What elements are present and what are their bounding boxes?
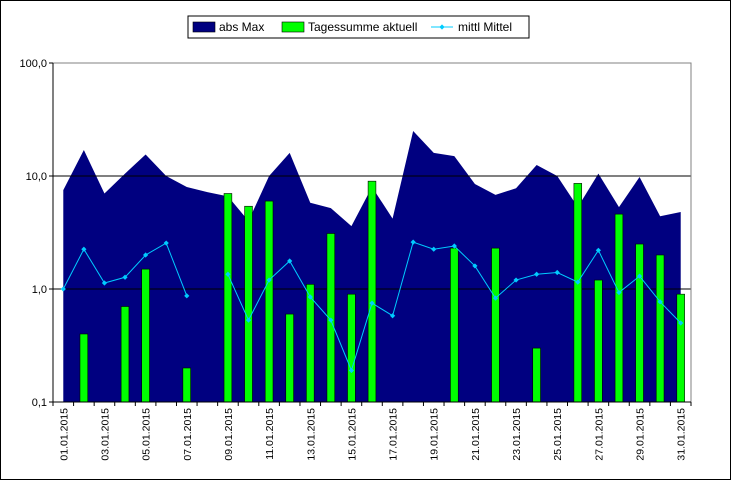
point-mittl-mittel: [287, 258, 293, 264]
point-mittl-mittel: [492, 295, 499, 301]
point-mittl-mittel: [472, 263, 478, 269]
point-mittl-mittel: [657, 299, 663, 305]
legend-swatch: [281, 21, 305, 33]
point-mittl-mittel: [554, 269, 560, 276]
point-mittl-mittel: [431, 246, 437, 252]
bar-tagessumme: [264, 200, 274, 403]
point-mittl-mittel: [348, 367, 355, 374]
bar-tagessumme: [79, 333, 89, 403]
point-mittl-mittel: [101, 280, 108, 286]
y-tick-label: 100,0: [19, 58, 47, 70]
point-mittl-mittel: [678, 320, 684, 326]
point-mittl-mittel: [389, 313, 396, 319]
point-mittl-mittel: [595, 247, 601, 253]
bar-tagessumme: [594, 279, 603, 403]
point-mittl-mittel: [184, 293, 190, 299]
legend-swatch-marker: [439, 24, 445, 30]
point-mittl-mittel: [328, 317, 334, 323]
point-mittl-mittel: [225, 271, 231, 277]
point-mittl-mittel: [307, 294, 313, 300]
bar-tagessumme: [285, 313, 294, 403]
legend-box: [187, 15, 530, 39]
point-mittl-mittel: [163, 240, 169, 246]
bar-tagessumme: [244, 205, 253, 403]
bar-tagessumme: [347, 293, 356, 403]
legend-label: abs Max: [219, 20, 264, 34]
x-tick-label: 21.01.2015: [470, 408, 482, 461]
x-tick-label: 07.01.2015: [182, 408, 194, 461]
bar-tagessumme: [491, 247, 500, 403]
bar-tagessumme: [573, 183, 583, 403]
bar-tagessumme: [141, 268, 150, 403]
bar-tagessumme: [306, 284, 315, 403]
legend-label: Tagessumme aktuell: [308, 20, 417, 34]
x-tick-label: 19.01.2015: [429, 408, 441, 461]
point-mittl-mittel: [122, 274, 128, 280]
y-tick-label: 10,0: [26, 171, 47, 183]
x-tick-label: 29.01.2015: [635, 408, 647, 461]
legend-swatch: [192, 21, 216, 33]
x-tick-label: 23.01.2015: [511, 408, 523, 461]
point-mittl-mittel: [616, 289, 622, 296]
x-tick-label: 09.01.2015: [223, 408, 235, 461]
point-mittl-mittel: [266, 277, 272, 283]
y-tick-label: 0,1: [32, 397, 47, 409]
y-tick-label: 1,0: [32, 284, 47, 296]
bar-tagessumme: [223, 193, 233, 403]
x-tick-label: 25.01.2015: [552, 408, 564, 461]
x-tick-label: 05.01.2015: [141, 408, 153, 461]
point-mittl-mittel: [451, 243, 457, 249]
x-tick-label: 13.01.2015: [305, 408, 317, 461]
x-tick-label: 31.01.2015: [676, 408, 688, 461]
point-mittl-mittel: [410, 239, 416, 245]
legend: abs Max Tagessumme aktuell mittl Mittel: [187, 15, 530, 39]
x-tick-label: 11.01.2015: [264, 408, 276, 460]
point-mittl-mittel: [636, 273, 643, 279]
point-mittl-mittel: [369, 300, 375, 306]
point-mittl-mittel: [534, 271, 540, 277]
bar-tagessumme: [614, 213, 624, 403]
bar-tagessumme: [655, 254, 665, 403]
x-tick-label: 17.01.2015: [388, 408, 400, 461]
x-tick-label: 03.01.2015: [99, 408, 111, 461]
bar-tagessumme: [450, 247, 459, 403]
bar-tagessumme: [676, 293, 685, 403]
x-tick-label: 27.01.2015: [593, 408, 605, 461]
x-tick-label: 01.01.2015: [58, 408, 70, 461]
bar-tagessumme: [635, 243, 644, 403]
bar-tagessumme: [120, 306, 130, 403]
point-mittl-mittel: [81, 246, 87, 252]
x-tick-label: 15.01.2015: [346, 408, 358, 461]
point-mittl-mittel: [245, 317, 252, 323]
bar-tagessumme: [367, 180, 377, 403]
legend-label: mittl Mittel: [458, 20, 512, 34]
point-mittl-mittel: [513, 277, 519, 283]
point-mittl-mittel: [60, 286, 66, 292]
bar-tagessumme: [532, 347, 541, 403]
bar-tagessumme: [182, 367, 191, 403]
point-mittl-mittel: [575, 279, 581, 285]
